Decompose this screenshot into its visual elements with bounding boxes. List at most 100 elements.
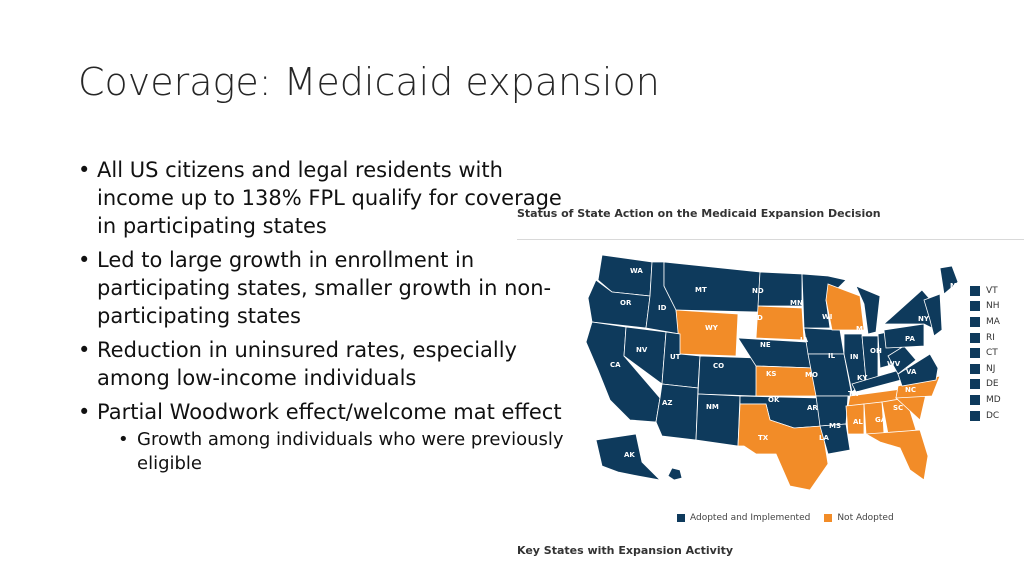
sub-bullet-item: Growth among individuals who were previo… bbox=[116, 428, 576, 476]
state-label-sc: SC bbox=[893, 404, 903, 412]
state-label-va: VA bbox=[906, 368, 917, 376]
state-label-co: CO bbox=[713, 362, 724, 370]
map-title: Status of State Action on the Medicaid E… bbox=[517, 207, 881, 220]
northeast-item-md: MD bbox=[970, 392, 1001, 408]
northeast-swatch bbox=[970, 301, 980, 312]
northeast-label: MA bbox=[986, 316, 1000, 327]
state-ak bbox=[595, 433, 662, 481]
state-label-tx: TX bbox=[758, 434, 769, 442]
northeast-swatch bbox=[970, 394, 980, 405]
state-ia bbox=[803, 327, 845, 355]
northeast-item-ct: CT bbox=[970, 345, 1001, 361]
legend-item-adopted: Adopted and Implemented bbox=[677, 513, 810, 523]
state-wi bbox=[825, 283, 865, 331]
state-label-oh: OH bbox=[870, 347, 882, 355]
state-label-id: ID bbox=[658, 304, 667, 312]
state-label-mt: MT bbox=[695, 286, 707, 294]
map-footer: Key States with Expansion Activity bbox=[517, 544, 734, 557]
state-label-az: AZ bbox=[662, 399, 673, 407]
northeast-label: CT bbox=[986, 348, 998, 359]
state-nd bbox=[757, 271, 803, 307]
state-label-pa: PA bbox=[905, 335, 915, 343]
bullet-list: All US citizens and legal residents with… bbox=[76, 156, 576, 476]
northeast-state-list: VT NH MA RI CT NJ DE MD DC bbox=[970, 283, 1001, 423]
state-la bbox=[819, 423, 851, 455]
state-label-il: IL bbox=[828, 352, 836, 360]
northeast-label: MD bbox=[986, 394, 1001, 405]
state-hi bbox=[667, 467, 683, 481]
slide-title: Coverage: Medicaid expansion bbox=[78, 60, 660, 104]
state-label-mn: MN bbox=[790, 299, 803, 307]
state-label-ga: GA bbox=[875, 416, 887, 424]
legend-label: Adopted and Implemented bbox=[690, 513, 811, 523]
state-label-sd: SD bbox=[752, 314, 763, 322]
state-label-ne: NE bbox=[760, 341, 771, 349]
northeast-item-dc: DC bbox=[970, 408, 1001, 424]
state-wy bbox=[675, 309, 739, 357]
state-label-nv: NV bbox=[636, 346, 648, 354]
state-va bbox=[897, 353, 939, 387]
bullet-item: Partial Woodwork effect/welcome mat effe… bbox=[76, 398, 576, 426]
northeast-label: RI bbox=[986, 332, 995, 343]
state-ms bbox=[845, 403, 865, 435]
state-label-ca: CA bbox=[610, 361, 621, 369]
northeast-swatch bbox=[970, 285, 980, 296]
state-label-in: IN bbox=[850, 353, 859, 361]
state-label-ks: KS bbox=[766, 370, 776, 378]
state-mi bbox=[855, 285, 881, 335]
state-nm bbox=[695, 393, 741, 447]
state-label-ny: NY bbox=[918, 315, 930, 323]
state-label-la: LA bbox=[819, 434, 829, 442]
state-label-ky: KY bbox=[857, 374, 868, 382]
northeast-swatch bbox=[970, 410, 980, 421]
state-mt bbox=[663, 261, 761, 313]
state-wv bbox=[887, 345, 917, 375]
state-label-or: OR bbox=[620, 299, 632, 307]
state-label-ar: AR bbox=[807, 404, 818, 412]
state-label-mo: MO bbox=[805, 371, 818, 379]
northeast-swatch bbox=[970, 348, 980, 359]
state-label-wy: WY bbox=[705, 324, 719, 332]
state-label-al: AL bbox=[853, 418, 863, 426]
state-label-tn: TN bbox=[848, 390, 859, 398]
northeast-item-ri: RI bbox=[970, 330, 1001, 346]
northeast-label: DE bbox=[986, 379, 999, 390]
state-label-ok: OK bbox=[768, 396, 780, 404]
legend-swatch-adopted bbox=[677, 514, 685, 522]
northeast-item-de: DE bbox=[970, 377, 1001, 393]
state-label-wv: WV bbox=[887, 360, 901, 368]
state-tx bbox=[737, 403, 829, 491]
legend-swatch-not-adopted bbox=[824, 514, 833, 522]
northeast-swatch bbox=[970, 363, 980, 374]
legend-item-not-adopted: Not Adopted bbox=[824, 513, 894, 523]
state-az bbox=[655, 383, 699, 441]
state-label-wa: WA bbox=[630, 267, 643, 275]
northeast-swatch bbox=[970, 332, 980, 343]
state-sd bbox=[755, 305, 805, 341]
map-divider bbox=[517, 239, 1024, 240]
state-label-wi: WI bbox=[822, 313, 832, 321]
bullet-item: Reduction in uninsured rates, especially… bbox=[76, 336, 576, 392]
state-label-nc: NC bbox=[905, 386, 916, 394]
state-label-fl: FL bbox=[896, 453, 906, 461]
state-label-nm: NM bbox=[706, 403, 719, 411]
northeast-item-nh: NH bbox=[970, 299, 1001, 315]
state-label-ms: MS bbox=[829, 422, 841, 430]
northeast-label: NH bbox=[986, 301, 1000, 312]
northeast-label: VT bbox=[986, 285, 998, 296]
state-me bbox=[939, 265, 959, 295]
us-map: WA OR CA ID NV MT WY UT CO AZ NM ND SD NE KS OK TX MN IA MO… bbox=[585, 254, 962, 491]
map-legend: Adopted and Implemented Not Adopted bbox=[677, 513, 908, 523]
state-label-mi: MI bbox=[856, 325, 866, 333]
northeast-swatch bbox=[970, 379, 980, 390]
bullet-item: All US citizens and legal residents with… bbox=[76, 156, 576, 240]
northeast-label: DC bbox=[986, 410, 1000, 421]
state-co bbox=[697, 355, 759, 397]
bullet-item: Led to large growth in enrollment in par… bbox=[76, 246, 576, 330]
state-pa bbox=[883, 323, 925, 349]
state-ne1 bbox=[923, 293, 943, 337]
northeast-item-nj: NJ bbox=[970, 361, 1001, 377]
state-label-nd: ND bbox=[752, 287, 764, 295]
northeast-swatch bbox=[970, 316, 980, 327]
state-fl bbox=[864, 429, 929, 481]
